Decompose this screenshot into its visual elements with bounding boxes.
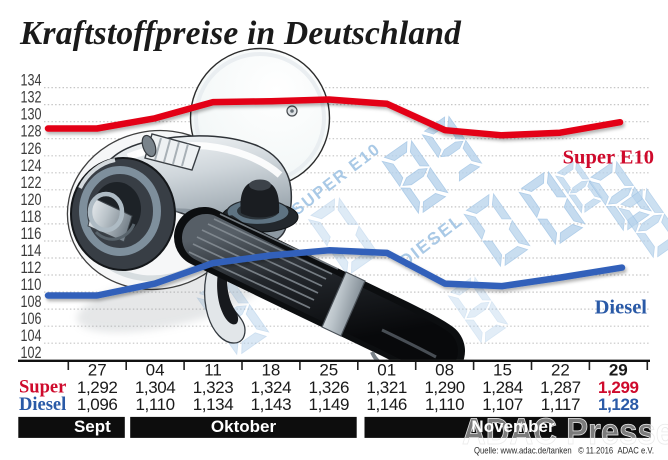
svg-text:1,324: 1,324: [251, 378, 292, 397]
svg-text:1,128: 1,128: [598, 395, 639, 414]
svg-text:Kraftstoffpreise in Deutschlan: Kraftstoffpreise in Deutschland: [19, 15, 462, 52]
svg-text:118: 118: [21, 208, 42, 226]
svg-text:1,321: 1,321: [366, 378, 407, 397]
svg-text:1,287: 1,287: [540, 378, 581, 397]
svg-text:1,326: 1,326: [309, 378, 350, 397]
svg-text:Super: Super: [19, 378, 66, 398]
svg-text:102: 102: [21, 344, 42, 362]
svg-text:1,107: 1,107: [482, 395, 523, 414]
svg-text:1,134: 1,134: [193, 395, 234, 414]
svg-text:104: 104: [21, 327, 42, 345]
svg-text:04: 04: [146, 361, 165, 380]
svg-text:130: 130: [21, 106, 42, 124]
svg-text:108: 108: [21, 293, 42, 311]
svg-text:ADAC Presse: ADAC Presse: [462, 411, 668, 452]
svg-text:01: 01: [377, 361, 396, 380]
svg-text:106: 106: [21, 310, 42, 328]
svg-text:1,117: 1,117: [541, 395, 580, 414]
svg-text:128: 128: [21, 123, 42, 141]
svg-text:132: 132: [21, 89, 42, 107]
svg-text:120: 120: [21, 191, 42, 209]
svg-text:22: 22: [551, 361, 570, 380]
svg-text:112: 112: [21, 259, 42, 277]
svg-text:1,110: 1,110: [425, 395, 464, 414]
svg-text:1,143: 1,143: [251, 395, 292, 414]
svg-text:1,299: 1,299: [598, 378, 639, 397]
svg-text:1,323: 1,323: [193, 378, 234, 397]
svg-text:Super E10: Super E10: [563, 147, 654, 169]
svg-text:1,096: 1,096: [77, 395, 118, 414]
svg-text:Diesel: Diesel: [595, 297, 648, 319]
svg-text:Diesel: Diesel: [19, 395, 66, 415]
svg-text:11: 11: [204, 361, 222, 380]
svg-text:18: 18: [261, 361, 280, 380]
svg-text:November: November: [471, 417, 555, 436]
svg-text:25: 25: [319, 361, 338, 380]
svg-text:1,149: 1,149: [309, 395, 350, 414]
svg-text:122: 122: [21, 174, 42, 192]
svg-text:134: 134: [21, 72, 42, 90]
svg-text:Quelle: www.adac.de/tanken ©: Quelle: www.adac.de/tanken © 11.2016 ADA…: [474, 446, 654, 457]
svg-text:1,304: 1,304: [135, 378, 176, 397]
svg-text:1,284: 1,284: [482, 378, 523, 397]
svg-text:126: 126: [21, 140, 42, 158]
svg-text:27: 27: [88, 361, 107, 380]
svg-text:116: 116: [21, 225, 42, 243]
svg-text:15: 15: [493, 361, 512, 380]
svg-text:114: 114: [21, 242, 42, 260]
svg-text:1,146: 1,146: [366, 395, 407, 414]
svg-text:1,290: 1,290: [424, 378, 465, 397]
svg-text:29: 29: [609, 361, 628, 380]
svg-text:1,292: 1,292: [77, 378, 118, 397]
svg-text:110: 110: [21, 276, 42, 294]
svg-text:124: 124: [21, 157, 42, 175]
svg-text:Sept: Sept: [74, 417, 111, 436]
svg-text:1,110: 1,110: [135, 395, 174, 414]
svg-text:Oktober: Oktober: [211, 417, 277, 436]
svg-text:08: 08: [435, 361, 454, 380]
